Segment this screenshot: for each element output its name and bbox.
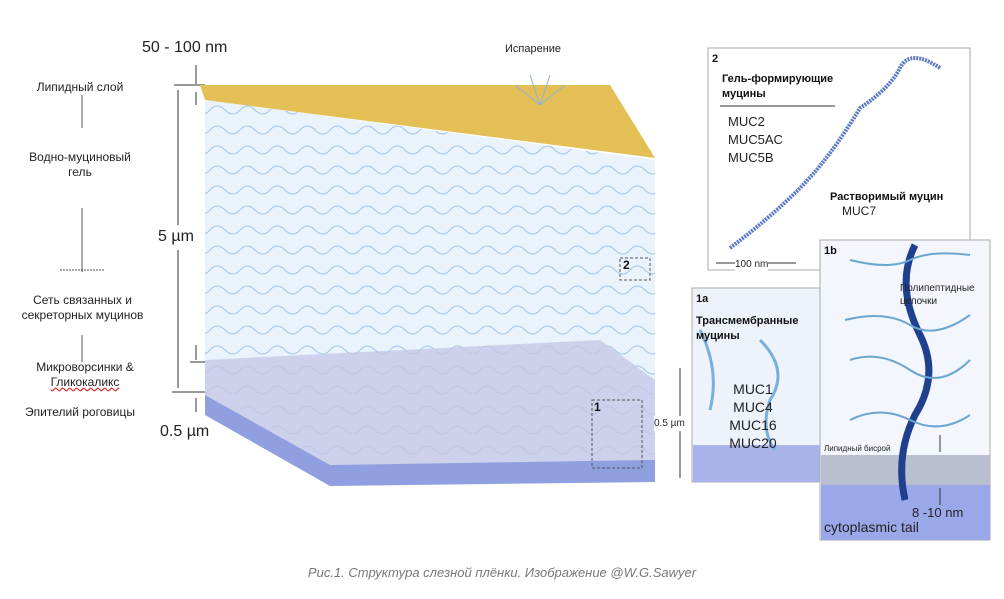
label-mucin-network: Сеть связанных и секреторных муцинов — [21, 293, 144, 322]
marker-box-1 — [591, 399, 643, 469]
marker-2: 2 — [623, 258, 630, 272]
dim-epithelium: 0.5 µm — [160, 423, 210, 440]
panel1a-id: 1a — [696, 293, 709, 305]
panel1a-title: Трансмембранные муцины — [696, 315, 799, 342]
panel1b-thickness: 8 -10 nm — [912, 505, 964, 520]
panel1a-scale: 0.5 µm — [654, 416, 685, 431]
label-microvilli: Микроворсинки & — [36, 360, 134, 374]
microvilli-layer — [205, 340, 655, 470]
label-epithelium: Эпителий роговицы — [25, 405, 135, 419]
panel2-items: MUC2 MUC5AC MUC5B — [728, 114, 783, 165]
left-axis-lines — [60, 95, 105, 362]
panel2-soluble-item: MUC7 — [842, 204, 877, 218]
marker-1: 1 — [594, 400, 601, 414]
panel-2 — [707, 47, 971, 271]
marker-box-2 — [619, 257, 651, 281]
label-gel: Водно-муциновый гель — [29, 150, 131, 179]
evaporation-arrows — [514, 74, 566, 106]
label-lipid-layer: Липидный слой — [36, 80, 124, 94]
dim-gel: 5 µm — [158, 228, 194, 245]
panel2-id: 2 — [712, 53, 719, 65]
label-glycocalyx: Гликокаликс — [50, 375, 120, 389]
dimension-arrows — [172, 65, 205, 412]
figure-caption: Рис.1. Структура слезной плёнки. Изображ… — [307, 565, 697, 580]
panel1a-items: MUC1 MUC4 MUC16 MUC20 — [729, 381, 777, 451]
mucin-strand — [898, 243, 933, 501]
panel2-title: Гель-формирующие муцины — [722, 73, 834, 100]
panel1b-tail: cytoplasmic tail — [824, 519, 919, 535]
epithelium-layer — [205, 395, 655, 486]
evaporation-label: Испарение — [505, 43, 562, 55]
dim-lipid: 50 - 100 nm — [142, 39, 228, 56]
panel2-soluble: Растворимый муцин — [830, 191, 944, 203]
lipid-layer — [200, 85, 655, 158]
panel1b-chains: Полипептидные цепочки — [900, 283, 975, 307]
panel2-scale: 100 nm — [735, 257, 769, 272]
panel1b-id: 1b — [824, 245, 837, 257]
panel1b-bilayer: Липидный бисрой — [824, 444, 891, 453]
